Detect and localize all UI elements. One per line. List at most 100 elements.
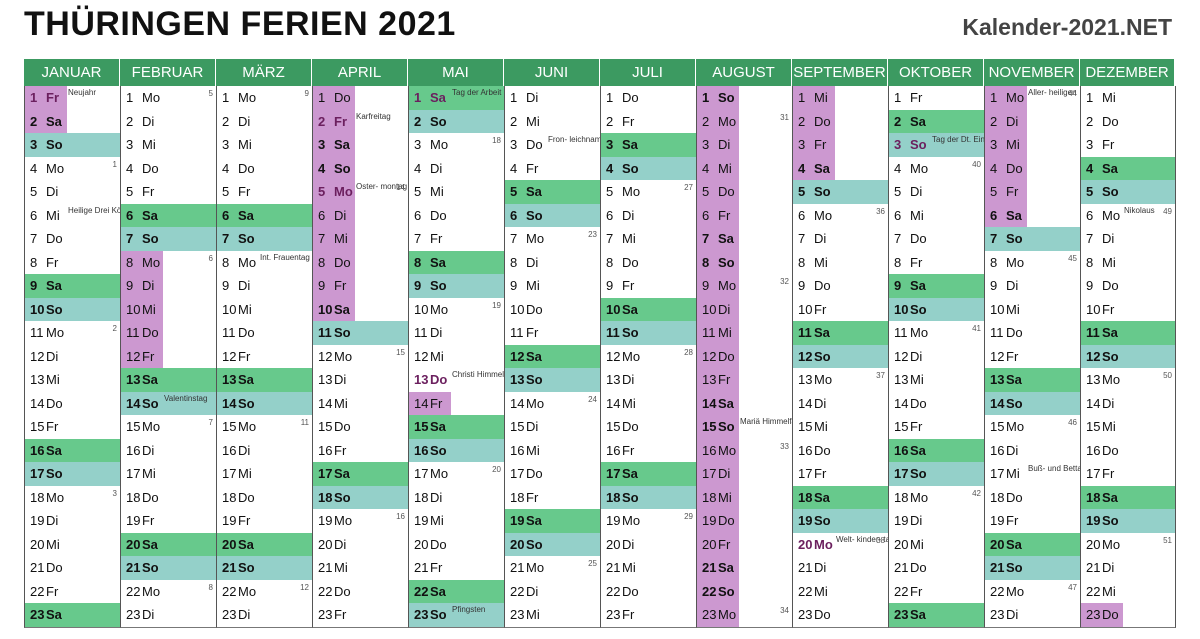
ferien-marker [697, 157, 739, 181]
weekday-label: Do [814, 443, 831, 458]
day-cell: 2 Di [216, 110, 312, 135]
day-cell: 8 Mo 45 [984, 251, 1080, 276]
weekday-label: Mi [142, 137, 156, 152]
day-cell: 11 Fr [504, 321, 600, 346]
day-cell: 2 Do [792, 110, 888, 135]
day-cell: 22 Do [600, 580, 696, 605]
day-cell: 1 Mo 5 [120, 86, 216, 111]
weekday-label: Fr [1006, 184, 1019, 199]
weekday-label: Fr [142, 184, 155, 199]
weekday-label: Mi [1102, 255, 1116, 270]
weekday-label: Do [1102, 443, 1119, 458]
weekday-label: Di [142, 114, 155, 129]
day-number: 17 [990, 466, 1005, 481]
day-number: 10 [30, 302, 45, 317]
day-cell: 9 Do [1080, 274, 1176, 299]
day-cell: 20 Sa [120, 533, 216, 558]
day-number: 17 [894, 466, 909, 481]
day-cell: 4 Mo 40 [888, 157, 984, 182]
day-cell: 12 Di [24, 345, 120, 370]
holiday-note: Buß- und Bettag [1028, 464, 1080, 473]
day-number: 6 [30, 208, 38, 223]
weekday-label: Fr [430, 231, 443, 246]
weekday-label: So [526, 537, 543, 552]
day-cell: 6 Mo 36 [792, 204, 888, 229]
day-cell: 21 So [120, 556, 216, 581]
weekday-label: Mi [814, 419, 828, 434]
weekday-label: Mi [718, 161, 732, 176]
day-number: 23 [1086, 607, 1101, 622]
day-cell: 1 Di [504, 86, 600, 111]
ferien-marker [409, 392, 451, 416]
day-number: 17 [30, 466, 45, 481]
day-cell: 11 So [312, 321, 408, 346]
weekday-label: Di [334, 372, 347, 387]
day-number: 21 [510, 560, 525, 575]
week-number: 50 [1163, 371, 1172, 380]
day-cell: 16 Di [984, 439, 1080, 464]
day-cell: 4 Fr [504, 157, 600, 182]
day-cell: 23 Fr [312, 603, 408, 628]
day-cell: 13 Sa [984, 368, 1080, 393]
day-cell: 7 Di [1080, 227, 1176, 252]
weekday-label: Di [46, 513, 59, 528]
weekday-label: So [718, 419, 735, 434]
month-header: SEPTEMBER [792, 59, 888, 86]
day-number: 4 [222, 161, 230, 176]
day-number: 12 [30, 349, 45, 364]
day-cell: 8 Sa [408, 251, 504, 276]
day-number: 8 [702, 255, 710, 270]
weekday-label: Di [1006, 443, 1019, 458]
month-header: OKTOBER [888, 59, 984, 86]
week-number: 8 [208, 583, 213, 592]
weekday-label: Do [526, 466, 543, 481]
day-number: 15 [606, 419, 621, 434]
day-cell: 7 So [120, 227, 216, 252]
weekday-label: Mo [1006, 255, 1025, 270]
day-cell: 12 Mi [408, 345, 504, 370]
day-number: 23 [30, 607, 45, 622]
weekday-label: Sa [430, 584, 446, 599]
weekday-label: Di [718, 466, 731, 481]
day-cell: 8 Do [600, 251, 696, 276]
day-number: 3 [222, 137, 230, 152]
weekday-label: Sa [718, 231, 734, 246]
weekday-label: Sa [1006, 208, 1022, 223]
day-number: 10 [222, 302, 237, 317]
day-cell: 13 Di [600, 368, 696, 393]
day-number: 2 [414, 114, 422, 129]
day-number: 9 [1086, 278, 1094, 293]
day-cell: 10 Fr [792, 298, 888, 323]
weekday-label: Do [142, 161, 159, 176]
day-cell: 2 Di [120, 110, 216, 135]
weekday-label: So [718, 90, 735, 105]
day-number: 3 [30, 137, 38, 152]
weekday-label: Do [1102, 114, 1119, 129]
ferien-marker [121, 298, 163, 322]
ferien-marker [985, 110, 1027, 134]
day-cell: 14 Di [1080, 392, 1176, 417]
site-brand[interactable]: Kalender-2021.NET [962, 14, 1172, 40]
day-number: 3 [318, 137, 326, 152]
day-number: 19 [702, 513, 717, 528]
holiday-note: Pfingsten [452, 605, 486, 614]
day-cell: 10 Sa [600, 298, 696, 323]
day-number: 1 [510, 90, 518, 105]
weekday-label: Mo [910, 161, 929, 176]
weekday-label: Mo [142, 584, 161, 599]
ferien-marker [313, 227, 355, 251]
weekday-label: Do [142, 490, 159, 505]
day-number: 4 [606, 161, 614, 176]
day-cell: 7 Di [792, 227, 888, 252]
weekday-label: Sa [910, 443, 926, 458]
weekday-label: Fr [334, 443, 347, 458]
day-cell: 14 Do [24, 392, 120, 417]
day-number: 23 [510, 607, 525, 622]
weekday-label: Sa [1102, 161, 1118, 176]
day-number: 2 [606, 114, 614, 129]
day-number: 16 [702, 443, 717, 458]
day-cell: 4 Do [216, 157, 312, 182]
weekday-label: Sa [622, 137, 638, 152]
day-number: 16 [510, 443, 525, 458]
day-number: 19 [30, 513, 45, 528]
